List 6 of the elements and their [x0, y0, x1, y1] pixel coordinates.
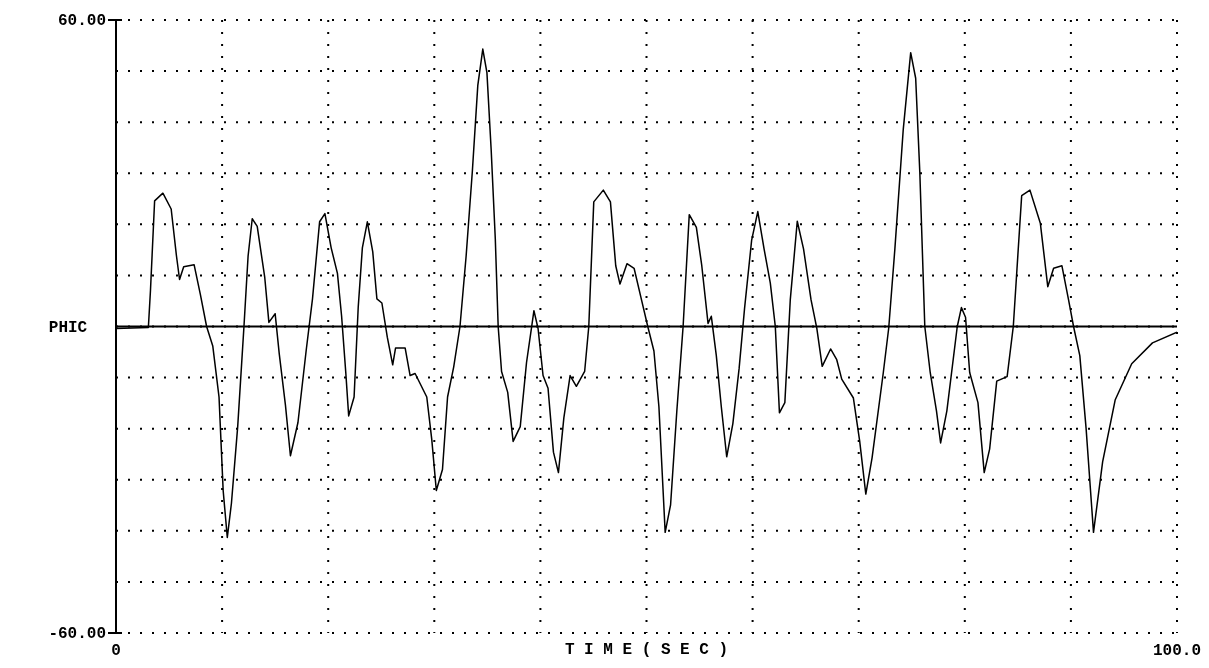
- x-tick-label: 0: [111, 642, 121, 660]
- y-tick-label: -60.00: [48, 625, 106, 643]
- y-axis-title: PHIC: [48, 319, 88, 338]
- y-tick-label: 60.00: [57, 12, 106, 30]
- x-axis-title: T I M E ( S E C ): [564, 641, 729, 659]
- x-tick-label: 100.0: [1152, 642, 1202, 660]
